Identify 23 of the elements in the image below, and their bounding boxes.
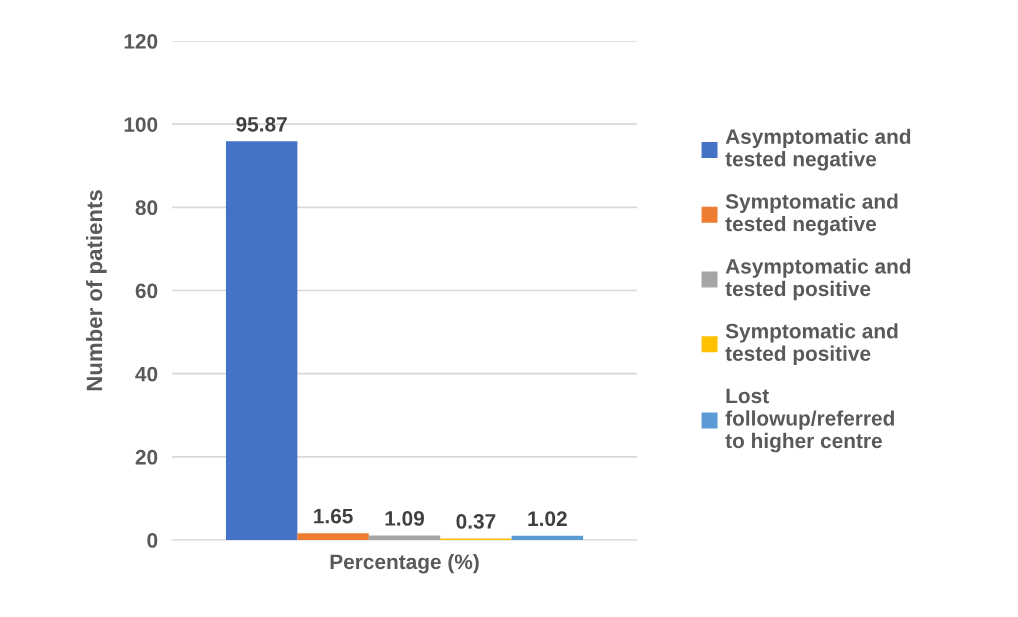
y-tick-label: 60 [135,283,158,299]
legend-label: Lost followup/referred to higher centre [725,388,894,453]
bar [297,533,369,540]
data-label: 1.09 [385,511,424,526]
legend-label: Asymptomatic and tested negative [725,128,911,171]
y-tick-label: 40 [135,366,158,382]
legend-label: Symptomatic and tested negative [725,193,898,236]
y-tick-label: 100 [124,117,158,132]
bar [511,535,584,540]
y-tick-label: 120 [124,34,158,49]
legend-label: Asymptomatic and tested positive [725,258,911,301]
data-label: 1.65 [314,508,353,524]
bar [368,535,441,540]
y-tick-label: 20 [135,449,158,465]
y-tick-label: 0 [147,533,158,548]
data-label: 1.02 [528,511,567,527]
y-tick-label: 80 [135,200,158,216]
data-label: 0.37 [456,514,496,529]
y-axis-title: Number of patients [85,190,107,391]
legend-label: Symptomatic and tested positive [725,323,898,366]
data-label: 95.87 [236,116,287,132]
x-tick-label: Percentage (%) [330,553,479,574]
bar [225,141,298,540]
